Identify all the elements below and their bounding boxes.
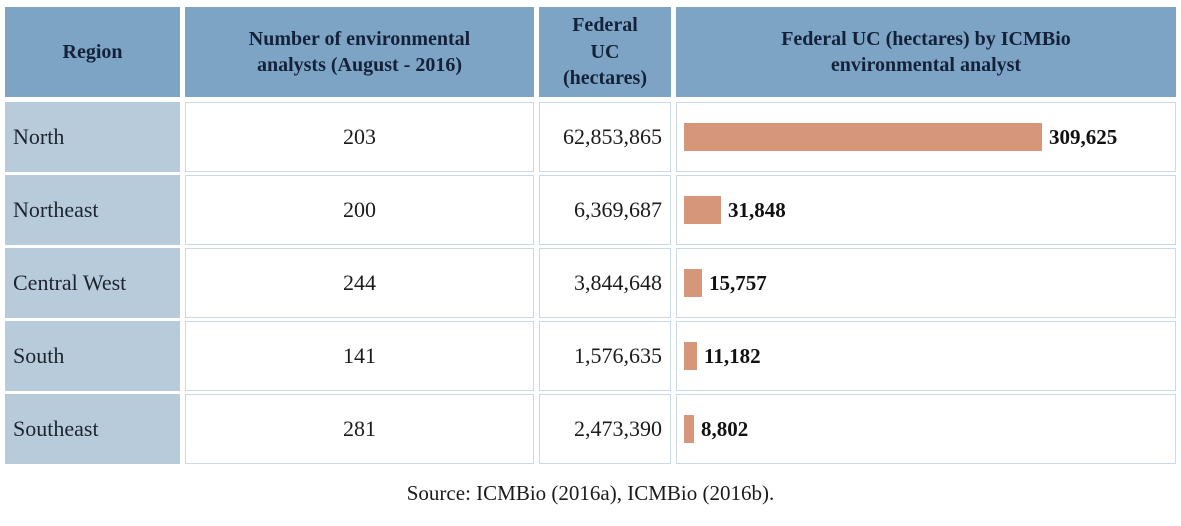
table-header-row: Region Number of environmental analysts … — [5, 7, 1176, 97]
column-header-federal-uc: Federal UC (hectares) — [539, 7, 671, 97]
column-header-analysts: Number of environmental analysts (August… — [185, 7, 534, 97]
federal-uc-value: 1,576,635 — [574, 343, 662, 368]
federal-uc-value: 2,473,390 — [574, 416, 662, 441]
federal-uc-cell: 2,473,390 — [539, 394, 671, 464]
federal-uc-cell: 1,576,635 — [539, 321, 671, 391]
region-cell: North — [5, 102, 180, 172]
bar-value-label: 11,182 — [704, 343, 761, 368]
bar-value-label: 31,848 — [728, 197, 786, 222]
source-caption: Source: ICMBio (2016a), ICMBio (2016b). — [406, 481, 775, 505]
region-cell: South — [5, 321, 180, 391]
bar — [684, 415, 694, 443]
analysts-cell: 141 — [185, 321, 534, 391]
bar — [684, 196, 721, 224]
table-body: North 203 62,853,865 309,625 Northeast 2… — [5, 102, 1176, 464]
federal-uc-cell: 6,369,687 — [539, 175, 671, 245]
column-header-uc-per-analyst: Federal UC (hectares) by ICMBio environm… — [676, 7, 1176, 97]
analysts-value: 141 — [343, 343, 376, 368]
region-label: Northeast — [13, 197, 99, 222]
table-figure: Region Number of environmental analysts … — [5, 7, 1176, 464]
bar — [684, 269, 702, 297]
federal-uc-value: 62,853,865 — [563, 124, 662, 149]
analysts-value: 203 — [343, 124, 376, 149]
bar-value-label: 15,757 — [709, 270, 767, 295]
bar-value-label: 8,802 — [701, 416, 749, 441]
column-header-region: Region — [5, 7, 180, 97]
region-cell: Northeast — [5, 175, 180, 245]
bar-chart-cell: 309,625 — [676, 102, 1176, 172]
region-cell: Central West — [5, 248, 180, 318]
bar-chart-cell: 15,757 — [676, 248, 1176, 318]
region-label: Central West — [13, 270, 127, 295]
federal-uc-cell: 3,844,648 — [539, 248, 671, 318]
bar-chart-cell: 31,848 — [676, 175, 1176, 245]
bar — [684, 342, 697, 370]
analysts-cell: 203 — [185, 102, 534, 172]
analysts-cell: 200 — [185, 175, 534, 245]
region-label: South — [13, 343, 65, 368]
analysts-cell: 281 — [185, 394, 534, 464]
bar — [684, 123, 1042, 151]
federal-uc-cell: 62,853,865 — [539, 102, 671, 172]
region-label: North — [13, 124, 65, 149]
federal-uc-value: 6,369,687 — [574, 197, 662, 222]
federal-uc-value: 3,844,648 — [574, 270, 662, 295]
bar-value-label: 309,625 — [1049, 124, 1118, 149]
analysts-value: 244 — [343, 270, 376, 295]
bar-chart-cell: 8,802 — [676, 394, 1176, 464]
region-cell: Southeast — [5, 394, 180, 464]
bar-chart-cell: 11,182 — [676, 321, 1176, 391]
region-label: Southeast — [13, 416, 99, 441]
analysts-value: 200 — [343, 197, 376, 222]
analysts-cell: 244 — [185, 248, 534, 318]
analysts-value: 281 — [343, 416, 376, 441]
